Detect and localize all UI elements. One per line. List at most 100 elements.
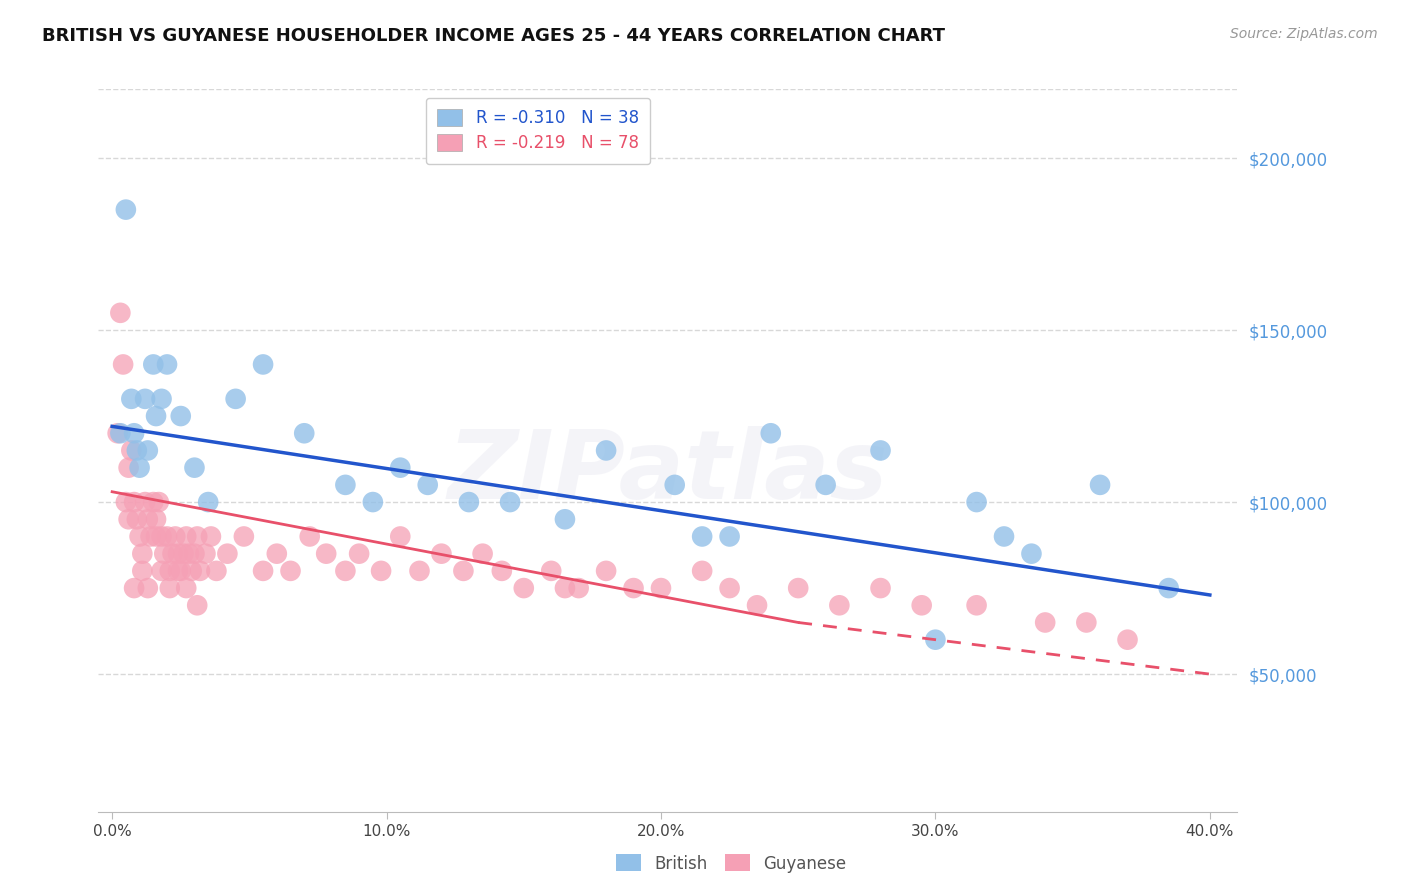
Point [814,478,837,492]
Text: BRITISH VS GUYANESE HOUSEHOLDER INCOME AGES 25 - 44 YEARS CORRELATION CHART: BRITISH VS GUYANESE HOUSEHOLDER INCOME A… [42,27,945,45]
Point [120,443,142,458]
Point [1088,478,1111,492]
Point [131,564,153,578]
Point [128,529,150,543]
Point [183,460,205,475]
Point [159,564,181,578]
Point [993,529,1015,543]
Point [156,358,179,372]
Point [966,599,988,613]
Point [115,202,138,217]
Point [174,581,197,595]
Point [170,409,193,423]
Point [718,581,741,595]
Point [162,547,184,561]
Point [153,547,176,561]
Point [1033,615,1056,630]
Point [197,495,219,509]
Point [869,581,891,595]
Point [966,495,988,509]
Point [491,564,513,578]
Point [145,512,167,526]
Point [125,443,148,458]
Point [759,426,782,441]
Legend: British, Guyanese: British, Guyanese [610,847,852,880]
Point [136,512,159,526]
Point [361,495,384,509]
Point [924,632,946,647]
Point [186,529,208,543]
Point [122,495,145,509]
Point [595,443,617,458]
Point [125,512,148,526]
Point [139,529,162,543]
Point [1116,632,1139,647]
Point [174,529,197,543]
Point [128,460,150,475]
Point [145,529,167,543]
Point [183,547,205,561]
Point [156,529,179,543]
Point [499,495,522,509]
Text: Source: ZipAtlas.com: Source: ZipAtlas.com [1230,27,1378,41]
Point [266,547,288,561]
Point [292,426,315,441]
Point [115,495,138,509]
Point [453,564,475,578]
Point [150,529,173,543]
Text: ZIPatlas: ZIPatlas [447,425,889,518]
Point [134,495,156,509]
Point [142,358,165,372]
Point [131,547,153,561]
Point [110,306,132,320]
Point [389,460,412,475]
Point [370,564,392,578]
Point [194,547,217,561]
Point [167,547,190,561]
Point [416,478,439,492]
Point [315,547,337,561]
Point [136,581,159,595]
Point [180,564,202,578]
Point [690,529,713,543]
Point [173,547,195,561]
Point [150,564,173,578]
Point [122,581,145,595]
Point [1157,581,1180,595]
Point [136,443,159,458]
Point [217,547,239,561]
Point [107,426,129,441]
Point [280,564,302,578]
Point [869,443,891,458]
Point [232,529,254,543]
Point [745,599,768,613]
Point [112,358,135,372]
Point [513,581,536,595]
Point [200,529,222,543]
Point [828,599,851,613]
Point [718,529,741,543]
Point [205,564,228,578]
Point [188,564,211,578]
Point [252,358,274,372]
Point [186,599,208,613]
Point [117,460,139,475]
Point [650,581,672,595]
Point [165,529,187,543]
Point [430,547,453,561]
Point [142,495,165,509]
Point [408,564,430,578]
Point [122,426,145,441]
Point [471,547,494,561]
Point [298,529,321,543]
Point [145,409,167,423]
Point [1021,547,1043,561]
Point [335,564,357,578]
Point [623,581,645,595]
Point [911,599,934,613]
Point [252,564,274,578]
Point [134,392,156,406]
Point [457,495,479,509]
Point [335,478,357,492]
Point [117,512,139,526]
